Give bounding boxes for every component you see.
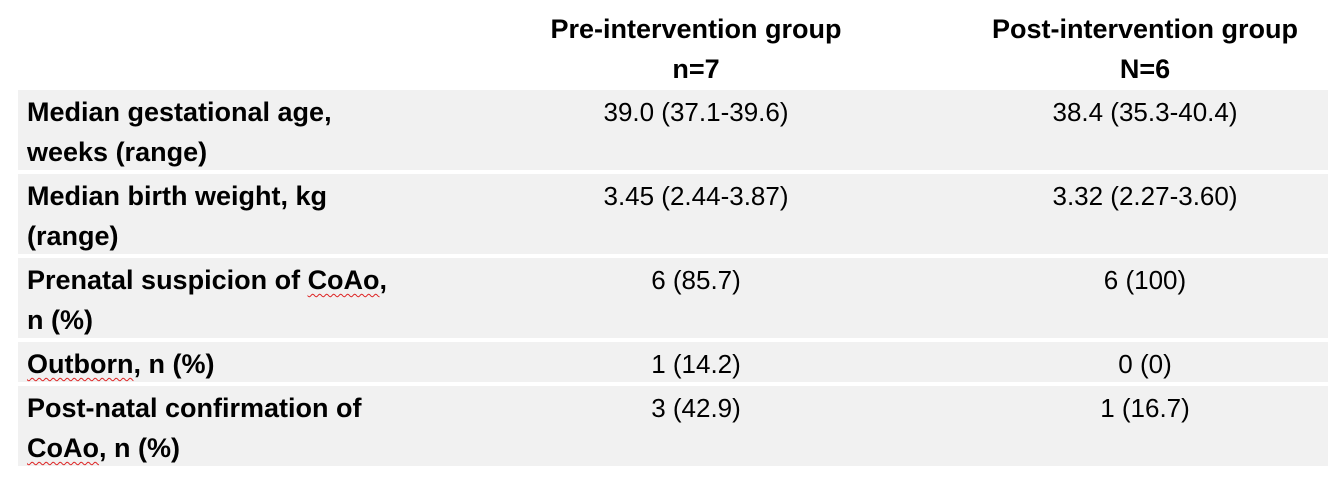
table-row: Median gestational age, weeks (range) 39… bbox=[18, 90, 1328, 170]
row-label: Median birth weight, kg (range) bbox=[18, 174, 430, 254]
post-value: 38.4 (35.3-40.4) bbox=[1052, 97, 1238, 127]
spellcheck-word: CoAo bbox=[27, 433, 99, 463]
row-label-line: Post-natal confirmation of bbox=[27, 393, 362, 423]
row-label-line: Prenatal suspicion of CoAo, bbox=[27, 260, 430, 300]
header-post-n: N=6 bbox=[1119, 54, 1171, 84]
header-pre-n: n=7 bbox=[672, 54, 720, 84]
pre-value: 39.0 (37.1-39.6) bbox=[603, 97, 789, 127]
post-value: 3.32 (2.27-3.60) bbox=[1052, 181, 1238, 211]
row-label: Outborn, n (%) bbox=[18, 342, 430, 382]
post-value: 1 (16.7) bbox=[1100, 393, 1190, 423]
pre-value: 1 (14.2) bbox=[651, 349, 741, 379]
post-value: 0 (0) bbox=[1118, 349, 1172, 379]
header-pre-intervention: Pre-intervention group n=7 bbox=[430, 0, 962, 90]
row-label: Post-natal confirmation of CoAo, n (%) bbox=[18, 386, 430, 466]
table-row: Prenatal suspicion of CoAo, n (%) 6 (85.… bbox=[18, 258, 1328, 338]
row-label-line: Median birth weight, kg bbox=[27, 181, 328, 211]
label-text: , n (%) bbox=[98, 433, 180, 463]
pre-value: 3.45 (2.44-3.87) bbox=[603, 181, 789, 211]
table-row: Outborn, n (%) 1 (14.2) 0 (0) bbox=[18, 342, 1328, 382]
post-value: 6 (100) bbox=[1103, 265, 1187, 295]
label-text: , n (%) bbox=[133, 349, 215, 379]
header-empty-cell bbox=[18, 0, 430, 90]
data-table: Pre-intervention group n=7 Post-interven… bbox=[18, 0, 1328, 470]
label-text: , bbox=[379, 265, 388, 295]
pre-value: 6 (85.7) bbox=[651, 265, 741, 295]
row-label: Median gestational age, weeks (range) bbox=[18, 90, 430, 170]
table-row: Median birth weight, kg (range) 3.45 (2.… bbox=[18, 174, 1328, 254]
header-pre-title: Pre-intervention group bbox=[550, 14, 842, 44]
row-label-line: CoAo, n (%) bbox=[27, 428, 430, 468]
row-label: Prenatal suspicion of CoAo, n (%) bbox=[18, 258, 430, 338]
row-label-line: (range) bbox=[27, 221, 119, 251]
pre-value: 3 (42.9) bbox=[651, 393, 741, 423]
table-header: Pre-intervention group n=7 Post-interven… bbox=[18, 0, 1328, 90]
spellcheck-word: CoAo bbox=[307, 265, 380, 295]
row-label-line: Median gestational age, bbox=[27, 97, 332, 127]
spellcheck-word: Outborn bbox=[27, 349, 134, 379]
row-label-line: weeks (range) bbox=[27, 137, 208, 167]
header-post-title: Post-intervention group bbox=[992, 14, 1298, 44]
table-row: Post-natal confirmation of CoAo, n (%) 3… bbox=[18, 386, 1328, 466]
row-label-line: n (%) bbox=[27, 305, 93, 335]
label-text: Prenatal suspicion of bbox=[27, 265, 308, 295]
row-label-line: Outborn, n (%) bbox=[27, 344, 430, 384]
header-post-intervention: Post-intervention group N=6 bbox=[962, 0, 1328, 90]
